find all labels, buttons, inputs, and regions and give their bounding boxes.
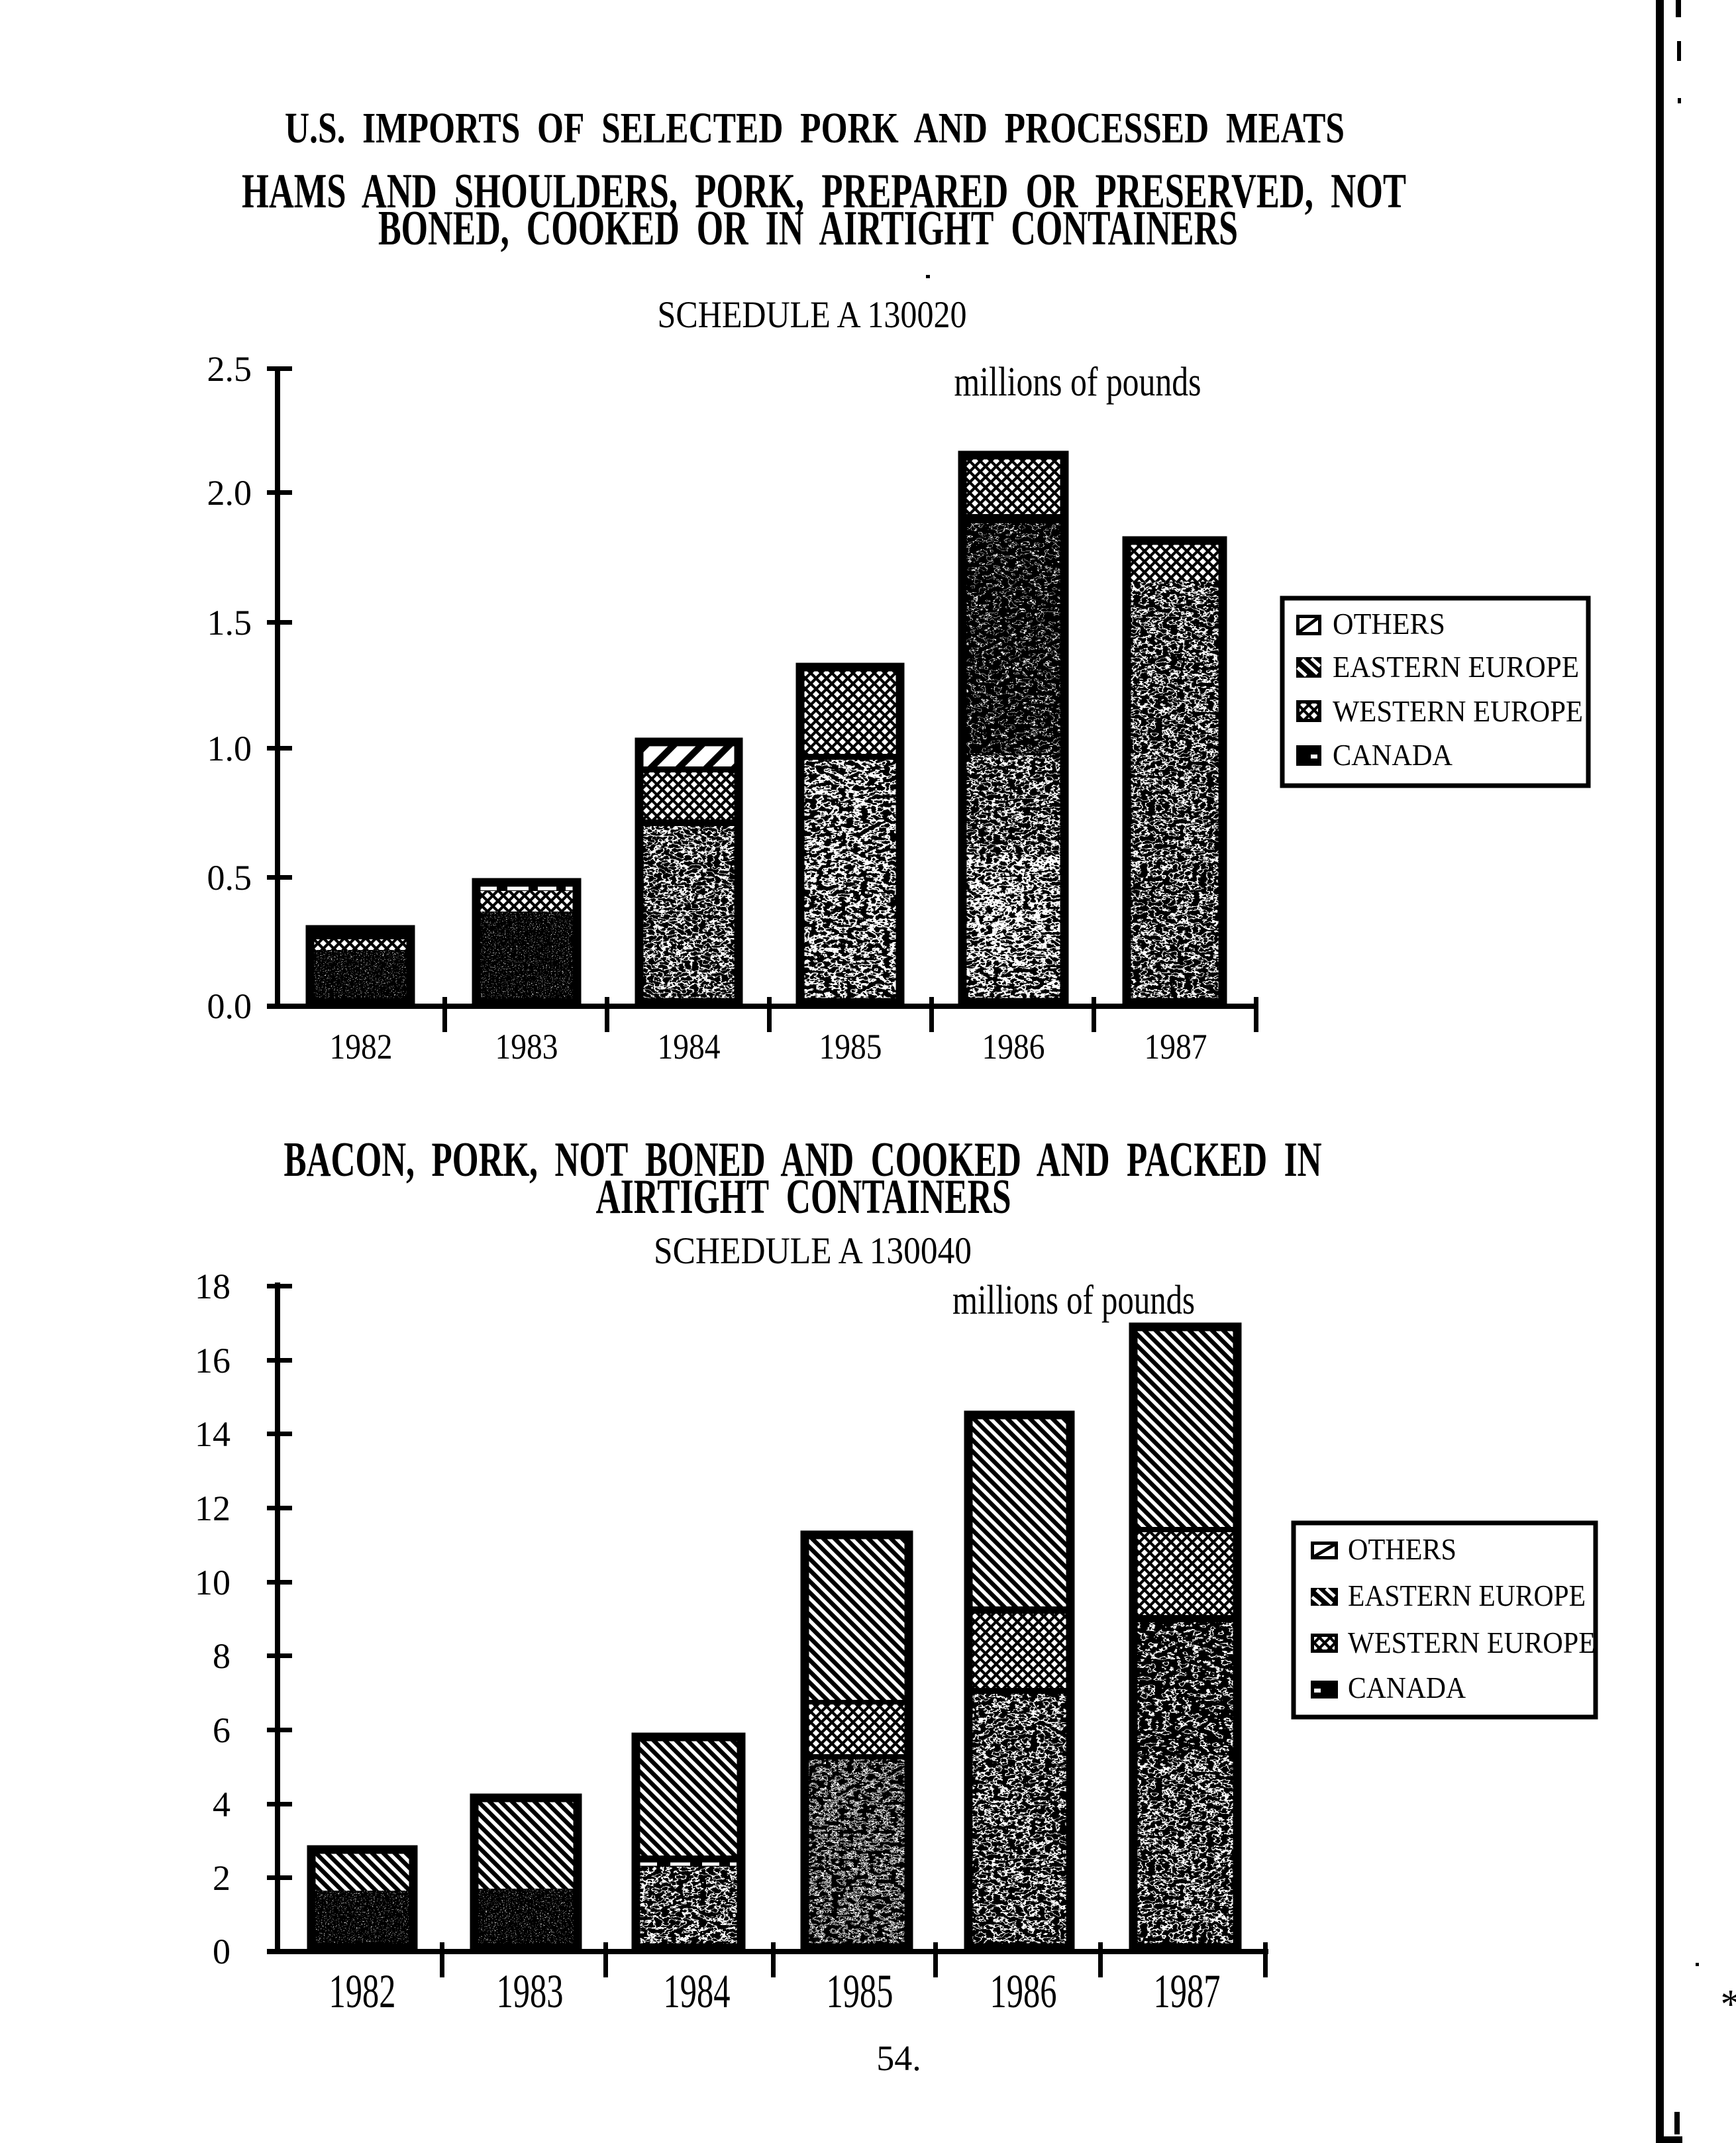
svg-text:6: 6 xyxy=(213,1710,230,1750)
svg-text:AIRTIGHT CONTAINERS: AIRTIGHT CONTAINERS xyxy=(596,1170,1011,1224)
svg-text:1.5: 1.5 xyxy=(207,603,252,643)
svg-text:1983: 1983 xyxy=(497,1965,564,2018)
svg-text:1982: 1982 xyxy=(329,1965,396,2018)
svg-text:8: 8 xyxy=(213,1636,230,1676)
svg-text:0: 0 xyxy=(213,1932,230,1971)
svg-text:BACON, PORK, NOT BONED AND: BACON, PORK, NOT BONED AND COOKED AND PA… xyxy=(284,1133,1322,1187)
svg-text:18: 18 xyxy=(195,1267,230,1306)
svg-text:1.0: 1.0 xyxy=(207,729,252,768)
svg-text:1986: 1986 xyxy=(982,1027,1045,1067)
svg-text:54.: 54. xyxy=(876,2038,921,2078)
svg-text:SCHEDULE A 130020: SCHEDULE A 130020 xyxy=(658,294,967,336)
svg-text:millions of pounds: millions of pounds xyxy=(952,1278,1195,1323)
svg-text:WESTERN EUROPE: WESTERN EUROPE xyxy=(1348,1626,1596,1659)
svg-text:1987: 1987 xyxy=(1145,1027,1207,1067)
svg-text:1984: 1984 xyxy=(664,1965,731,2018)
svg-text:millions of pounds: millions of pounds xyxy=(954,360,1201,405)
svg-text:U.S. IMPORTS OF SELECTED P: U.S. IMPORTS OF SELECTED PORK AND PROCES… xyxy=(285,104,1345,152)
svg-text:CANADA: CANADA xyxy=(1348,1671,1466,1704)
svg-text:2.5: 2.5 xyxy=(207,349,252,389)
svg-text:HAMS AND SHOULDERS, PORK,: HAMS AND SHOULDERS, PORK, PREPARED OR PR… xyxy=(242,164,1406,219)
svg-text:10: 10 xyxy=(195,1563,230,1602)
svg-text:1982: 1982 xyxy=(330,1027,393,1067)
svg-text:2.0: 2.0 xyxy=(207,473,252,513)
svg-text:16: 16 xyxy=(195,1341,230,1381)
svg-text:EASTERN EUROPE: EASTERN EUROPE xyxy=(1348,1579,1586,1612)
svg-text:*: * xyxy=(1721,1982,1736,2027)
svg-text:1984: 1984 xyxy=(658,1027,721,1067)
svg-text:EASTERN EUROPE: EASTERN EUROPE xyxy=(1333,651,1579,684)
svg-text:BONED, COOKED OR IN AIRTIG: BONED, COOKED OR IN AIRTIGHT CONTAINERS xyxy=(378,201,1238,256)
svg-text:1985: 1985 xyxy=(827,1965,894,2018)
svg-text:1987: 1987 xyxy=(1154,1965,1221,2018)
svg-text:OTHERS: OTHERS xyxy=(1333,607,1445,641)
svg-text:12: 12 xyxy=(195,1489,230,1528)
svg-text:1983: 1983 xyxy=(495,1027,558,1067)
svg-text:4: 4 xyxy=(213,1785,230,1824)
svg-text:1985: 1985 xyxy=(819,1027,882,1067)
svg-text:SCHEDULE A 130040: SCHEDULE A 130040 xyxy=(654,1230,972,1272)
svg-text:1986: 1986 xyxy=(990,1965,1057,2018)
svg-text:0.5: 0.5 xyxy=(207,858,252,898)
svg-text:CANADA: CANADA xyxy=(1333,739,1453,772)
svg-text:0.0: 0.0 xyxy=(207,986,252,1026)
svg-text:14: 14 xyxy=(195,1414,230,1454)
svg-text:WESTERN EUROPE: WESTERN EUROPE xyxy=(1333,695,1583,728)
svg-text:2: 2 xyxy=(213,1858,230,1898)
svg-text:OTHERS: OTHERS xyxy=(1348,1533,1456,1566)
